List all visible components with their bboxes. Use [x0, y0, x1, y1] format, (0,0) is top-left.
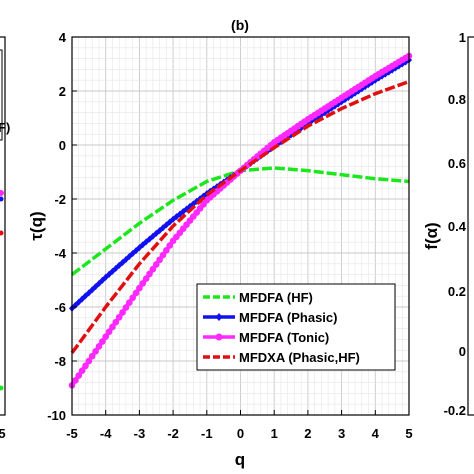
series-point-1 [95, 280, 102, 288]
series-point-2 [122, 304, 130, 311]
right-panel-frame [467, 36, 474, 416]
series-point-2 [129, 294, 136, 302]
right-panel-y-tick-label: 0.2 [448, 284, 466, 299]
series-point-2 [88, 352, 96, 360]
right-panel-y-tick-label: 0.8 [448, 92, 466, 107]
series-point-2 [72, 377, 79, 384]
left-panel-marker-red [0, 230, 4, 236]
left-panel: F) 5 [0, 36, 10, 441]
y-tick-label: -10 [47, 408, 66, 423]
left-panel-x-tick: 5 [0, 426, 6, 441]
x-tick-label: -5 [66, 426, 78, 441]
series-point-2 [109, 323, 116, 331]
series-point-2 [99, 338, 106, 345]
x-tick-label: -4 [100, 426, 112, 441]
series-point-1 [82, 292, 89, 300]
left-panel-legend-box [0, 49, 3, 141]
x-tick-label: 5 [405, 426, 412, 441]
right-panel-y-tick-label: 1 [459, 30, 466, 45]
series-point-1 [85, 289, 92, 297]
series-point-2 [112, 318, 120, 326]
series-line-3 [70, 79, 410, 354]
right-panel-y-tick-label: -0.2 [444, 403, 466, 418]
legend: MFDFA (HF) MFDFA (Phasic) MFDFA (Tonic) MFD… [196, 283, 396, 371]
series-point-2 [78, 367, 86, 375]
y-tick-label: -6 [54, 300, 66, 315]
x-tick-label: -2 [167, 426, 179, 441]
series-point-2 [75, 372, 83, 379]
series-point-1 [126, 253, 133, 261]
series-point-2 [159, 251, 167, 259]
x-tick-label: 4 [372, 426, 380, 441]
series-point-2 [105, 328, 113, 336]
legend-label-3: MFDXA (Phasic,HF) [239, 350, 360, 365]
x-tick-label: -1 [201, 426, 213, 441]
series-point-2 [146, 270, 153, 278]
x-ticks: -5 -4 -3 -2 -1 0 1 2 3 4 5 [66, 410, 413, 441]
y-tick-label: -8 [54, 354, 66, 369]
y-tick-label: -2 [54, 192, 66, 207]
series-point-1 [75, 298, 82, 306]
series-point-1 [92, 283, 99, 291]
right-panel-y-tick-label: 0.6 [448, 156, 466, 171]
series-point-2 [125, 299, 133, 306]
series-point-2 [136, 284, 143, 292]
series-point-2 [115, 313, 123, 321]
right-panel-y-label: f(α) [422, 222, 441, 249]
right-panel: f(α) -0.2 0 0.2 0.4 0.6 0.8 1 [422, 30, 474, 418]
x-axis-label: q [235, 450, 245, 469]
series-point-2 [132, 289, 140, 297]
series-point-2 [85, 357, 93, 365]
left-panel-legend-fragment: F) [0, 120, 10, 135]
series-point-2 [119, 309, 126, 316]
series-point-2 [95, 343, 103, 350]
x-tick-label: 0 [237, 426, 244, 441]
y-tick-label: -4 [54, 246, 66, 261]
series-point-2 [152, 261, 160, 268]
legend-label-2: MFDFA (Tonic) [239, 330, 329, 345]
series-point-2 [92, 347, 99, 355]
y-tick-label: 0 [59, 138, 66, 153]
x-tick-label: 3 [338, 426, 345, 441]
left-panel-marker-blue [0, 196, 4, 202]
series-point-1 [99, 276, 106, 284]
right-panel-y-tick-label: 0 [459, 344, 466, 359]
series-point-1 [89, 286, 96, 294]
y-ticks: -10 -8 -6 -4 -2 0 2 4 [47, 30, 77, 423]
left-panel-marker-magenta [0, 190, 4, 196]
y-tick-label: 2 [59, 84, 66, 99]
legend-label-1: MFDFA (Phasic) [239, 310, 337, 325]
series-point-2 [166, 242, 174, 249]
series-point-2 [149, 265, 157, 273]
series-point-2 [142, 275, 150, 282]
legend-label-0: MFDFA (HF) [239, 290, 313, 305]
left-panel-frame [0, 36, 6, 416]
x-tick-label: -3 [134, 426, 146, 441]
series-point-2 [163, 247, 170, 254]
series-point-2 [102, 333, 109, 341]
x-tick-label: 2 [304, 426, 311, 441]
chart-title: (b) [231, 17, 249, 33]
y-tick-label: 4 [59, 30, 67, 45]
series-layer [68, 52, 413, 389]
right-panel-y-tick-label: 0.4 [448, 219, 467, 234]
left-panel-marker-green [0, 385, 4, 391]
right-panel-y-ticks: -0.2 0 0.2 0.4 0.6 0.8 1 [444, 30, 467, 418]
y-axis-label: τ(q) [27, 211, 46, 240]
series-point-2 [139, 280, 147, 287]
series-point-1 [79, 295, 86, 303]
legend-marker-1 [215, 313, 223, 321]
x-tick-label: 1 [271, 426, 278, 441]
legend-marker-2 [215, 333, 223, 341]
series-point-2 [82, 362, 89, 370]
series-point-2 [156, 256, 163, 264]
